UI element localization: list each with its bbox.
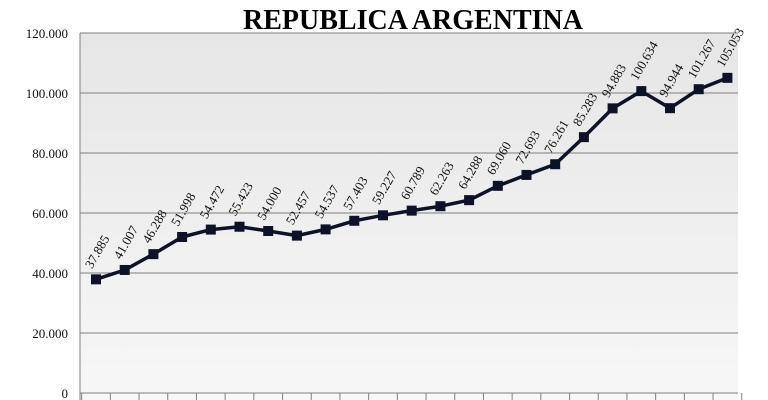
y-tick-label: 20.000 [32, 326, 68, 341]
y-axis-ticks: 0 20.000 40.000 60.000 80.000 100.000 120.000 [26, 26, 68, 400]
y-tick-label: 100.000 [26, 86, 68, 101]
data-point-marker [349, 215, 360, 226]
data-point-marker [263, 226, 274, 236]
y-tick-label: 120.000 [26, 26, 68, 41]
data-point-marker [550, 159, 561, 170]
gridlines [79, 32, 738, 400]
data-point-marker [177, 232, 188, 243]
data-point-marker [464, 195, 475, 206]
data-point-marker [234, 221, 245, 232]
y-tick-label: 80.000 [32, 146, 68, 161]
data-point-marker [521, 169, 532, 180]
data-point-marker [378, 210, 388, 221]
data-point-marker [578, 132, 589, 143]
plot-area [80, 33, 738, 400]
data-point-marker [435, 201, 446, 212]
data-point-marker [722, 72, 733, 83]
data-point-marker [607, 103, 618, 114]
data-point-marker [291, 230, 302, 241]
y-tick-label: 40.000 [32, 266, 68, 281]
chart-title: REPUBLICA ARGENTINA [243, 5, 584, 36]
data-point-marker [492, 180, 503, 191]
data-point-marker [119, 264, 130, 275]
data-point-marker [91, 274, 101, 285]
series [91, 72, 733, 285]
data-point-marker [665, 103, 675, 114]
y-tick-label: 0 [62, 386, 69, 400]
data-point-marker [406, 205, 417, 216]
data-point-marker [148, 249, 159, 260]
data-point-marker [320, 224, 331, 235]
data-point-marker [205, 224, 216, 235]
y-tick-label: 60.000 [32, 206, 68, 221]
x-axis-ticks [81, 393, 743, 400]
data-point-marker [693, 84, 704, 95]
data-point-marker [636, 86, 647, 97]
